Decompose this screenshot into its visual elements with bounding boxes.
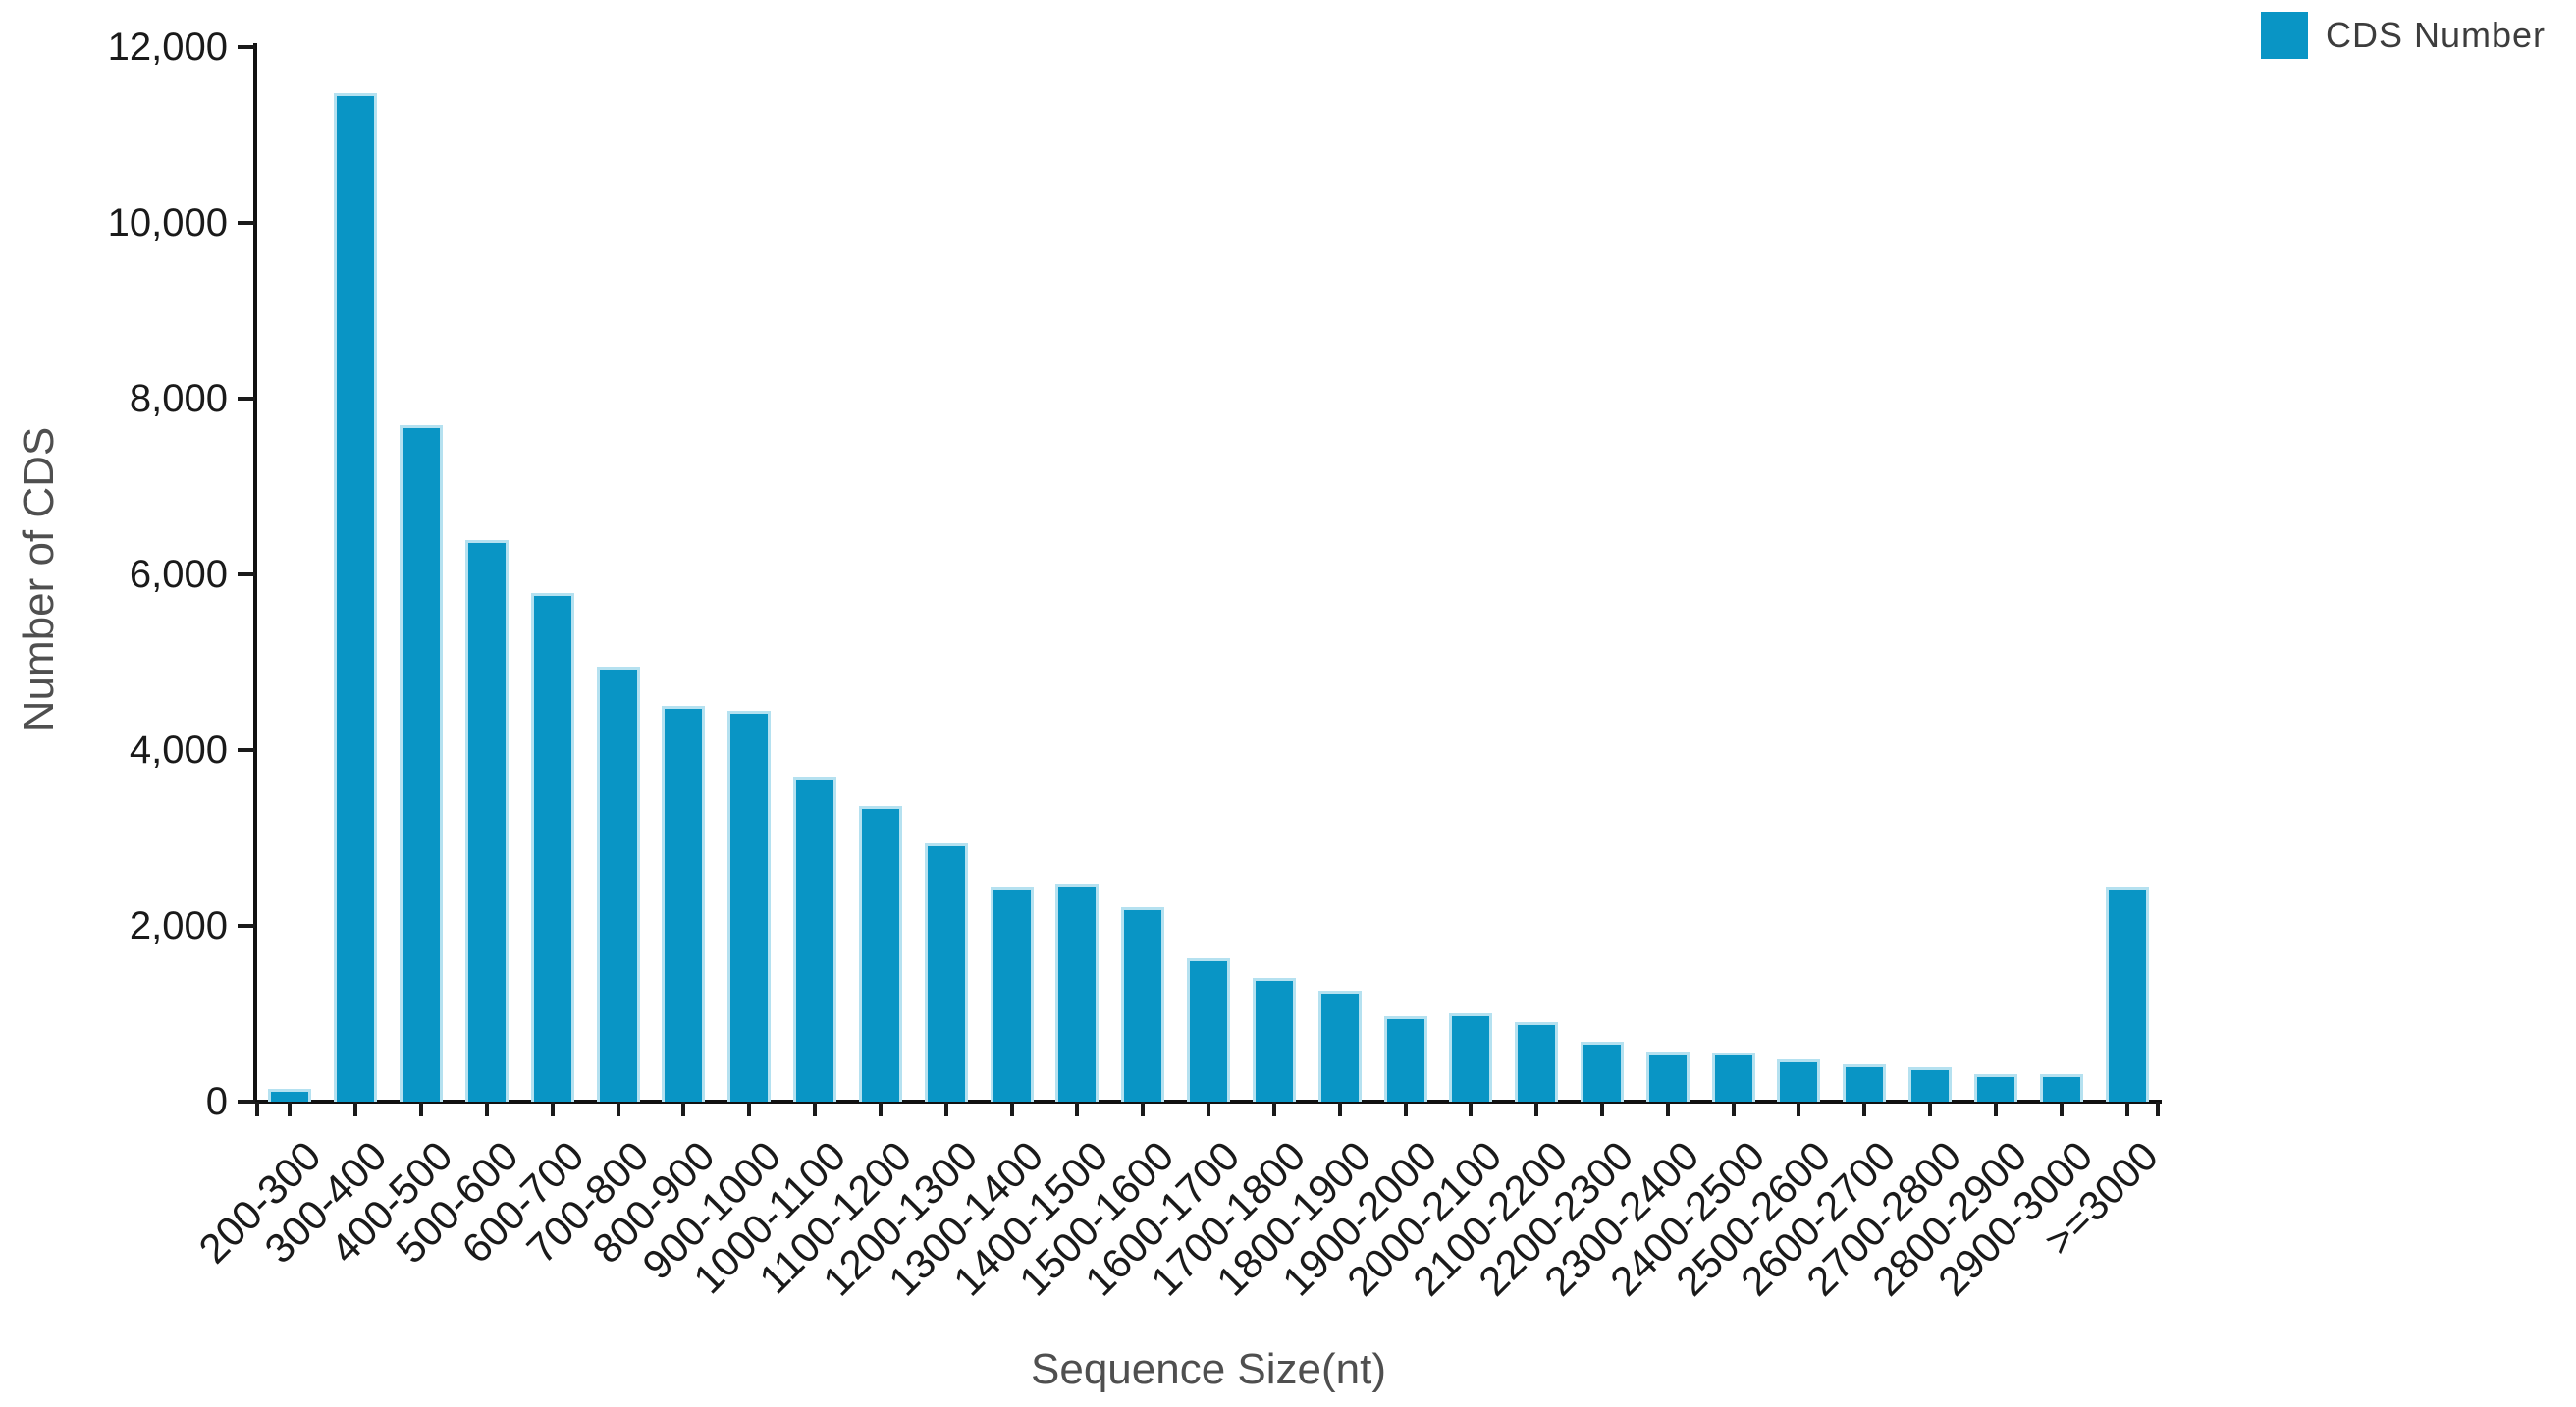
y-tick-label: 10,000 xyxy=(107,201,228,244)
bar[interactable] xyxy=(2105,887,2149,1102)
bar[interactable] xyxy=(1973,1074,2017,1102)
bar[interactable] xyxy=(990,887,1034,1102)
bar[interactable] xyxy=(530,593,574,1102)
x-axis-tick xyxy=(1862,1102,1867,1116)
y-tick-label: 4,000 xyxy=(129,729,228,772)
x-axis-tick xyxy=(419,1102,424,1116)
bar[interactable] xyxy=(1777,1059,1821,1102)
x-axis-tick xyxy=(550,1102,555,1116)
bar[interactable] xyxy=(1515,1022,1559,1102)
x-axis-tick xyxy=(2156,1102,2160,1116)
x-axis-tick xyxy=(484,1102,489,1116)
x-axis-tick xyxy=(255,1102,259,1116)
bar[interactable] xyxy=(727,711,772,1102)
y-axis-tick xyxy=(238,45,255,49)
x-axis-tick xyxy=(878,1102,883,1116)
legend-item-cds-number[interactable]: CDS Number xyxy=(2261,12,2546,59)
x-axis-tick xyxy=(1600,1102,1604,1116)
y-axis-tick xyxy=(238,221,255,225)
y-axis-line xyxy=(253,43,257,1104)
x-axis-tick xyxy=(1993,1102,1998,1116)
x-axis-tick xyxy=(2124,1102,2129,1116)
bar[interactable] xyxy=(1121,907,1165,1102)
x-axis-tick xyxy=(1928,1102,1933,1116)
x-axis-tick xyxy=(1665,1102,1670,1116)
bar[interactable] xyxy=(1645,1052,1690,1102)
x-axis-tick xyxy=(747,1102,752,1116)
x-axis-tick xyxy=(288,1102,293,1116)
legend-label: CDS Number xyxy=(2326,15,2547,55)
bar[interactable] xyxy=(2039,1074,2083,1102)
legend-color-swatch xyxy=(2261,12,2308,59)
y-tick-label: 6,000 xyxy=(129,553,228,596)
x-axis-tick xyxy=(353,1102,358,1116)
y-tick-label: 8,000 xyxy=(129,377,228,420)
x-axis-tick xyxy=(943,1102,948,1116)
y-tick-label: 2,000 xyxy=(129,904,228,947)
bar[interactable] xyxy=(1055,884,1100,1102)
x-axis-title: Sequence Size(nt) xyxy=(1031,1345,1386,1393)
x-axis-tick xyxy=(1141,1102,1146,1116)
x-axis-tick xyxy=(1271,1102,1276,1116)
bar[interactable] xyxy=(1581,1042,1624,1102)
x-axis-tick xyxy=(1731,1102,1736,1116)
x-axis-tick xyxy=(1075,1102,1080,1116)
y-tick-label: 12,000 xyxy=(107,26,228,69)
bar[interactable] xyxy=(662,706,706,1102)
x-axis-tick xyxy=(1009,1102,1014,1116)
y-axis-tick xyxy=(238,572,255,576)
x-axis-tick xyxy=(1469,1102,1474,1116)
x-axis-tick xyxy=(1797,1102,1801,1116)
x-axis-tick xyxy=(1207,1102,1210,1116)
x-axis-tick xyxy=(813,1102,817,1116)
y-axis-tick xyxy=(238,397,255,401)
bar[interactable] xyxy=(268,1089,312,1102)
y-tick-label: 0 xyxy=(205,1080,228,1123)
x-axis-tick xyxy=(1337,1102,1342,1116)
bar[interactable] xyxy=(464,540,509,1102)
bar[interactable] xyxy=(858,806,902,1102)
bar[interactable] xyxy=(400,425,444,1102)
bar[interactable] xyxy=(1449,1013,1493,1102)
bar[interactable] xyxy=(596,667,640,1102)
y-axis-title: Number of CDS xyxy=(15,426,63,732)
bar[interactable] xyxy=(1317,991,1362,1102)
bar[interactable] xyxy=(1383,1016,1427,1102)
bar[interactable] xyxy=(1252,978,1296,1102)
x-axis-tick xyxy=(1534,1102,1539,1116)
bar[interactable] xyxy=(793,777,836,1102)
bar[interactable] xyxy=(1711,1053,1755,1102)
y-axis-tick xyxy=(238,1100,255,1104)
bar[interactable] xyxy=(1843,1064,1887,1102)
bar[interactable] xyxy=(1908,1067,1953,1102)
x-axis-tick xyxy=(616,1102,620,1116)
x-axis-tick xyxy=(1403,1102,1408,1116)
bar[interactable] xyxy=(334,93,378,1102)
y-axis-tick xyxy=(238,924,255,928)
x-axis-tick xyxy=(2059,1102,2064,1116)
bar[interactable] xyxy=(924,843,968,1102)
y-axis-tick xyxy=(238,748,255,752)
x-axis-tick xyxy=(681,1102,686,1116)
bar[interactable] xyxy=(1187,958,1230,1102)
